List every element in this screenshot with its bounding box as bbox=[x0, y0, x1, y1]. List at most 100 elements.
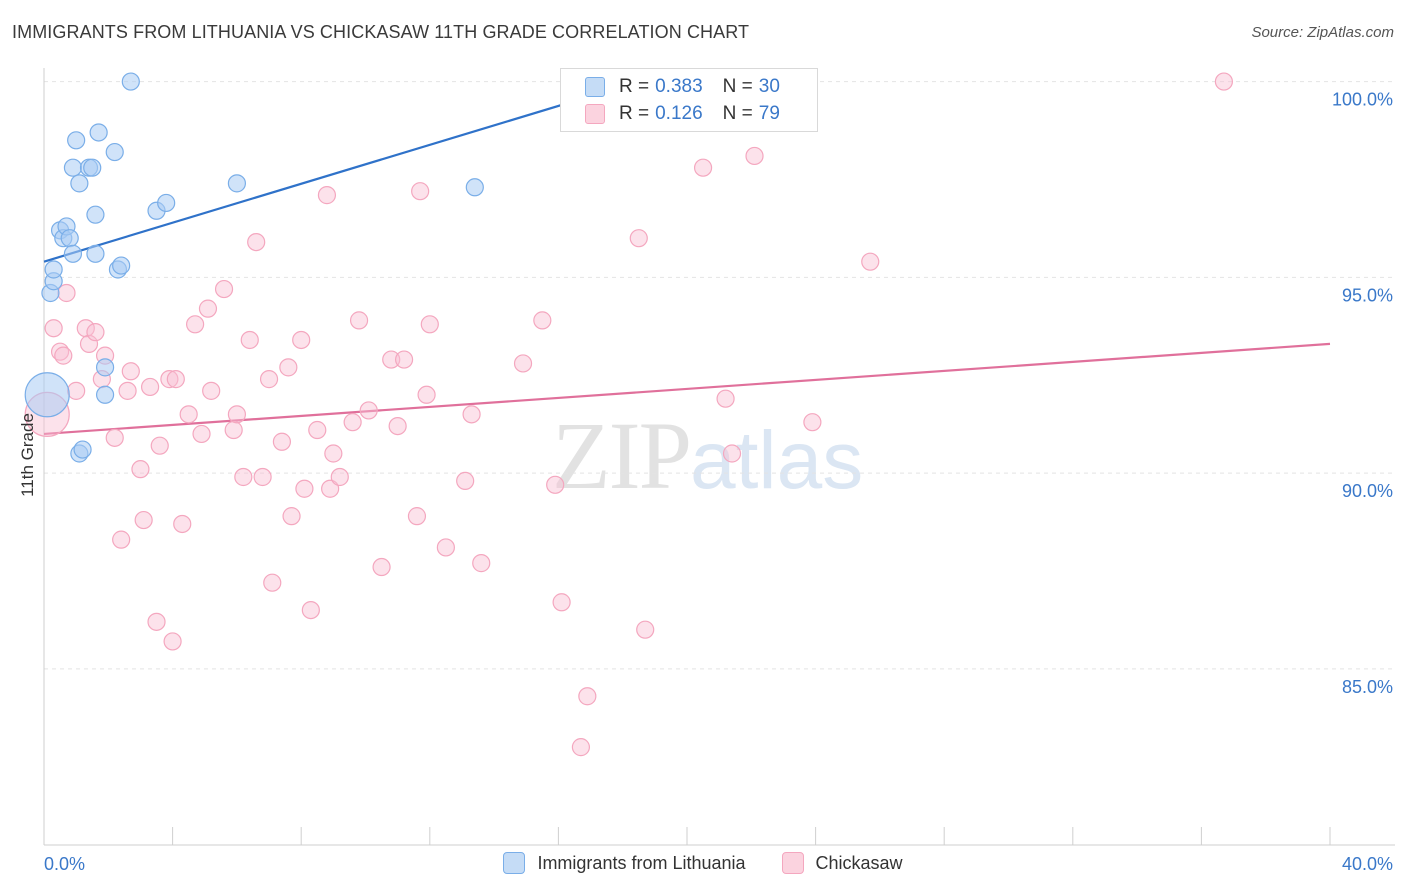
point-chickasaw bbox=[317, 186, 337, 205]
point-chickasaw bbox=[636, 620, 655, 639]
point-chickasaw bbox=[282, 507, 301, 526]
point-lithuania bbox=[95, 385, 115, 404]
point-lithuania bbox=[465, 178, 484, 197]
point-chickasaw bbox=[150, 436, 169, 455]
legend-row-chickasaw: R = 0.126 N = 79 bbox=[585, 101, 800, 127]
point-chickasaw bbox=[202, 381, 221, 400]
y-axis-title: 11th Grade bbox=[18, 413, 37, 497]
series-swatch-chickasaw bbox=[781, 852, 804, 874]
point-chickasaw bbox=[420, 315, 439, 334]
point-chickasaw bbox=[716, 389, 735, 408]
point-chickasaw bbox=[160, 370, 179, 389]
point-chickasaw bbox=[546, 475, 565, 494]
point-chickasaw bbox=[301, 600, 320, 620]
point-lithuania bbox=[227, 174, 246, 193]
point-chickasaw bbox=[722, 444, 742, 463]
point-chickasaw bbox=[462, 405, 481, 424]
y-tick-label: 100.0% bbox=[1332, 90, 1393, 110]
point-chickasaw bbox=[321, 479, 340, 498]
legend-r-value: 0.126 bbox=[655, 103, 703, 124]
point-lithuania bbox=[70, 174, 89, 193]
point-chickasaw bbox=[163, 632, 182, 651]
point-chickasaw bbox=[308, 420, 327, 440]
point-chickasaw bbox=[513, 354, 533, 373]
point-chickasaw bbox=[1214, 72, 1234, 91]
point-chickasaw bbox=[44, 319, 63, 338]
y-tick-label: 95.0% bbox=[1342, 285, 1393, 305]
point-lithuania bbox=[67, 131, 86, 150]
point-chickasaw bbox=[343, 413, 362, 432]
point-chickasaw bbox=[571, 738, 591, 757]
point-chickasaw bbox=[803, 413, 822, 432]
legend-row-lithuania: R = 0.383 N = 30 bbox=[585, 74, 800, 100]
point-chickasaw bbox=[224, 420, 243, 440]
point-chickasaw bbox=[105, 428, 124, 447]
point-chickasaw bbox=[388, 416, 407, 436]
legend-n-value: 79 bbox=[758, 103, 780, 124]
point-chickasaw bbox=[240, 330, 259, 350]
point-chickasaw bbox=[214, 279, 234, 299]
point-lithuania bbox=[63, 158, 83, 177]
point-chickasaw bbox=[324, 444, 343, 463]
point-chickasaw bbox=[112, 530, 131, 549]
point-chickasaw bbox=[330, 467, 349, 487]
watermark-atlas: atlas bbox=[690, 415, 864, 506]
chart-title: IMMIGRANTS FROM LITHUANIA VS CHICKASAW 1… bbox=[12, 22, 750, 42]
legend-swatch-lithuania bbox=[585, 77, 605, 97]
watermark: ZIPatlas bbox=[552, 400, 863, 511]
point-chickasaw bbox=[436, 538, 455, 557]
point-chickasaw bbox=[253, 467, 272, 487]
point-lithuania bbox=[89, 123, 108, 142]
point-chickasaw bbox=[140, 377, 160, 397]
watermark-zip: ZIP bbox=[552, 402, 692, 509]
point-chickasaw bbox=[349, 311, 369, 330]
point-chickasaw bbox=[227, 405, 246, 424]
point-lithuania bbox=[44, 260, 63, 279]
point-chickasaw bbox=[198, 299, 218, 318]
series-legend-chickasaw[interactable]: Chickasaw bbox=[781, 852, 903, 874]
point-chickasaw bbox=[147, 612, 166, 631]
legend-swatch-chickasaw bbox=[585, 104, 605, 124]
point-chickasaw bbox=[234, 467, 253, 487]
point-chickasaw bbox=[79, 334, 99, 353]
point-lithuania bbox=[86, 244, 105, 263]
point-chickasaw bbox=[533, 311, 552, 330]
point-lithuania bbox=[73, 440, 92, 459]
series-name-chickasaw: Chickasaw bbox=[815, 852, 903, 873]
legend-r-value: 0.383 bbox=[655, 76, 703, 97]
point-chickasaw bbox=[247, 232, 266, 252]
series-legend: Immigrants from Lithuania Chickasaw bbox=[0, 852, 1406, 874]
point-chickasaw bbox=[131, 460, 150, 479]
point-chickasaw bbox=[173, 514, 192, 534]
point-chickasaw bbox=[121, 362, 140, 381]
point-chickasaw bbox=[272, 432, 292, 451]
point-chickasaw bbox=[279, 358, 298, 377]
point-chickasaw bbox=[552, 593, 571, 612]
legend-r-label: R = bbox=[619, 76, 650, 97]
point-chickasaw bbox=[86, 323, 105, 342]
point-chickasaw bbox=[372, 557, 391, 577]
point-chickasaw bbox=[411, 182, 430, 201]
point-chickasaw bbox=[629, 229, 648, 248]
trend-lines bbox=[43, 80, 1331, 436]
point-chickasaw bbox=[166, 370, 185, 389]
source-credit: Source: ZipAtlas.com bbox=[1251, 24, 1394, 41]
legend-r-label: R = bbox=[619, 103, 650, 124]
series-name-lithuania: Immigrants from Lithuania bbox=[537, 852, 746, 873]
point-lithuania bbox=[63, 244, 83, 263]
point-chickasaw bbox=[118, 381, 137, 400]
axes bbox=[43, 68, 1395, 846]
point-lithuania bbox=[24, 372, 70, 418]
series-legend-lithuania[interactable]: Immigrants from Lithuania bbox=[503, 852, 746, 874]
point-chickasaw bbox=[382, 350, 401, 369]
axis-labels: 100.0% 95.0% 90.0% 85.0% 0.0% 40.0% 11th Grade bbox=[18, 90, 1393, 874]
point-chickasaw bbox=[407, 507, 427, 526]
point-lithuania bbox=[86, 205, 105, 224]
point-chickasaw bbox=[472, 554, 491, 573]
gridlines bbox=[44, 81, 1395, 670]
point-lithuania bbox=[95, 358, 115, 377]
correlation-legend: R = 0.383 N = 30 R = 0.126 N = 79 bbox=[560, 68, 818, 132]
point-chickasaw bbox=[394, 350, 414, 369]
point-chickasaw bbox=[259, 370, 279, 389]
point-chickasaw bbox=[578, 687, 597, 706]
